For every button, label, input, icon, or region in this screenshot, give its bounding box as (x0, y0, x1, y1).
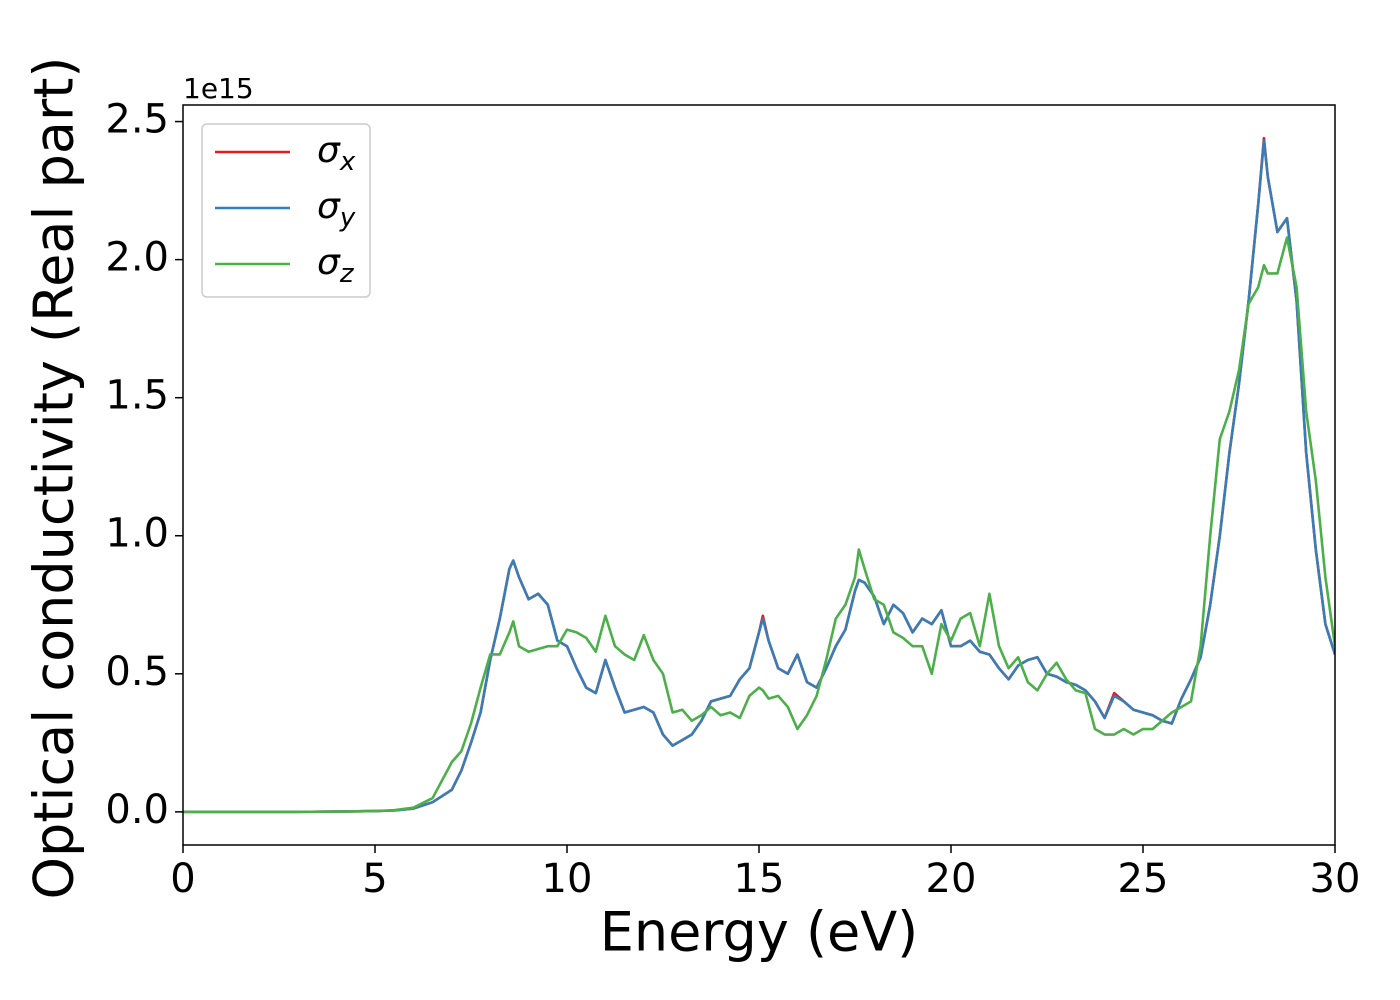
x-tick-label: 25 (1118, 856, 1169, 902)
x-tick-label: 5 (362, 856, 387, 902)
y-axis-label: Optical conductivity (Real part) (23, 57, 86, 900)
y-tick-label: 2.5 (105, 97, 169, 143)
x-axis-label: Energy (eV) (600, 901, 919, 964)
x-tick-label: 15 (734, 856, 785, 902)
x-tick-label: 20 (926, 856, 977, 902)
plot-frame (182, 104, 1336, 846)
legend-label: σx (317, 130, 356, 177)
y-tick-label: 0.5 (105, 649, 169, 695)
x-tick-label: 30 (1310, 856, 1361, 902)
series-line (183, 236, 1335, 814)
y-tick-label: 1.0 (105, 511, 169, 557)
x-tick-label: 0 (170, 856, 195, 902)
legend-label: σz (317, 242, 355, 289)
y-tick-label: 0.0 (105, 787, 169, 833)
y-offset-label: 1e15 (183, 72, 254, 105)
legend-box (201, 123, 371, 298)
legend-label: σy (317, 186, 356, 233)
y-tick-label: 1.5 (105, 373, 169, 419)
x-tick-label: 10 (542, 856, 593, 902)
y-tick-label: 2.0 (105, 235, 169, 281)
